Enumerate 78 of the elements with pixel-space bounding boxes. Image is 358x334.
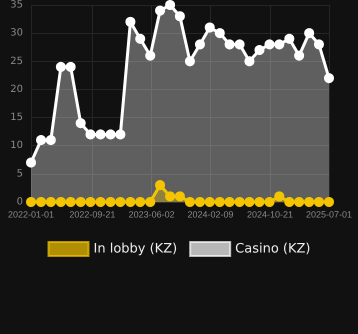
point <box>284 197 294 207</box>
point <box>204 197 215 207</box>
point <box>314 39 324 50</box>
point <box>66 62 76 72</box>
point <box>214 28 225 38</box>
y-tick-label: 5 <box>16 168 23 180</box>
point <box>274 191 284 202</box>
legend-label: In lobby (KZ) <box>94 242 178 256</box>
point <box>76 118 86 128</box>
legend-label: Casino (KZ) <box>235 242 310 256</box>
y-tick-label: 25 <box>10 56 23 67</box>
y-tick-label: 15 <box>10 112 23 124</box>
point <box>36 197 46 207</box>
point <box>174 11 185 22</box>
point <box>324 73 334 84</box>
point <box>174 191 185 202</box>
point <box>145 50 156 61</box>
point <box>46 135 56 146</box>
point <box>294 197 304 207</box>
point <box>66 197 76 207</box>
point <box>36 135 46 146</box>
point <box>165 191 176 202</box>
x-tick-label: 2025-07-01 <box>306 210 352 220</box>
point <box>224 39 235 50</box>
point <box>96 129 106 140</box>
point <box>264 39 274 50</box>
x-tick-label: 2024-10-21 <box>246 210 293 220</box>
point <box>254 197 264 207</box>
point <box>304 197 314 207</box>
point <box>155 6 166 16</box>
point <box>115 129 126 140</box>
point <box>224 197 235 207</box>
point <box>155 180 166 190</box>
point <box>86 197 96 207</box>
point <box>184 197 195 207</box>
point <box>106 197 116 207</box>
point <box>26 197 36 207</box>
point <box>26 158 36 168</box>
y-tick-label: 30 <box>10 28 23 39</box>
x-tick-label: 2023-06-02 <box>128 210 175 220</box>
point <box>184 56 195 66</box>
point <box>115 197 126 207</box>
point <box>294 50 304 61</box>
point <box>56 197 66 207</box>
x-tick-label: 2022-01-01 <box>8 210 54 220</box>
point <box>214 197 225 207</box>
point <box>86 129 96 140</box>
x-tick-label: 2024-02-09 <box>187 210 234 220</box>
point <box>284 34 294 44</box>
point <box>194 39 205 50</box>
point <box>76 197 86 207</box>
point <box>204 22 215 33</box>
point <box>135 197 146 207</box>
point <box>324 197 334 207</box>
point <box>56 62 66 72</box>
point <box>304 28 314 38</box>
x-tick-label: 2022-09-21 <box>69 210 116 220</box>
y-tick-label: 0 <box>16 196 23 208</box>
point <box>125 197 136 207</box>
point <box>96 197 106 207</box>
point <box>314 197 324 207</box>
y-tick-label: 10 <box>10 140 23 152</box>
point <box>46 197 56 207</box>
point <box>234 197 245 207</box>
point <box>135 34 146 44</box>
point <box>244 197 254 207</box>
point <box>234 39 245 50</box>
point <box>264 197 274 207</box>
point <box>125 16 136 27</box>
point <box>194 197 205 207</box>
point <box>165 0 176 10</box>
y-tick-label: 35 <box>10 0 23 10</box>
point <box>244 56 254 66</box>
point <box>274 39 284 50</box>
point <box>106 129 116 140</box>
point <box>254 45 264 56</box>
y-tick-label: 20 <box>10 84 23 95</box>
point <box>145 197 156 207</box>
